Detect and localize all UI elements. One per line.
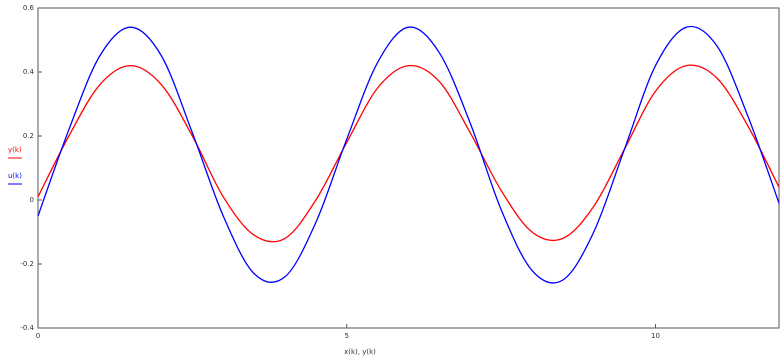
y-tick-label: 0.2 — [23, 132, 34, 140]
plot-frame — [37, 7, 780, 329]
x-axis-label: x(k), y(k) — [344, 348, 376, 356]
legend-label: y(k) — [8, 146, 22, 154]
y-tick-label: 0.6 — [23, 4, 35, 12]
y-tick-label: -0.2 — [20, 260, 34, 268]
legend-label: u(k) — [8, 172, 22, 180]
y-tick-label: -0.4 — [20, 324, 34, 332]
x-tick-label: 10 — [651, 332, 660, 340]
y-tick-label: 0 — [30, 196, 34, 204]
series-line — [37, 64, 780, 243]
x-tick-label: 5 — [345, 332, 349, 340]
series-line — [37, 25, 780, 284]
x-tick-label: 0 — [36, 332, 40, 340]
y-tick-label: 0.4 — [23, 68, 35, 76]
